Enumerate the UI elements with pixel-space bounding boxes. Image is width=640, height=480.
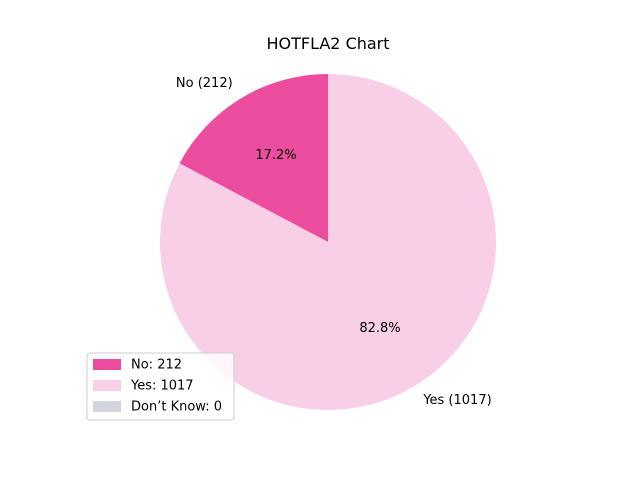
pie-outer-label-no: No (212)	[176, 76, 233, 91]
pie-percent-label-no: 17.2%	[255, 148, 296, 163]
pie-slice-no	[179, 74, 328, 242]
pie-percent-label-yes: 82.8%	[359, 321, 400, 336]
legend-swatch-don-t-know	[93, 401, 121, 412]
pie-slice-yes	[160, 74, 497, 410]
legend-swatch-no	[93, 359, 121, 370]
legend-label-don-t-know: Don’t Know: 0	[131, 400, 222, 415]
pie-labels: 17.2% No (212) 82.8% Yes (1017)	[176, 76, 492, 408]
legend-swatch-yes	[93, 380, 121, 391]
pie-outer-label-yes: Yes (1017)	[422, 393, 491, 408]
pie-slices	[160, 74, 497, 410]
legend-label-no: No: 212	[131, 358, 182, 373]
legend-label-yes: Yes: 1017	[130, 379, 194, 394]
chart-title: HOTFLA2 Chart	[266, 34, 389, 53]
legend-frame	[86, 352, 235, 421]
legend: No: 212 Yes: 1017 Don’t Know: 0	[86, 352, 235, 421]
